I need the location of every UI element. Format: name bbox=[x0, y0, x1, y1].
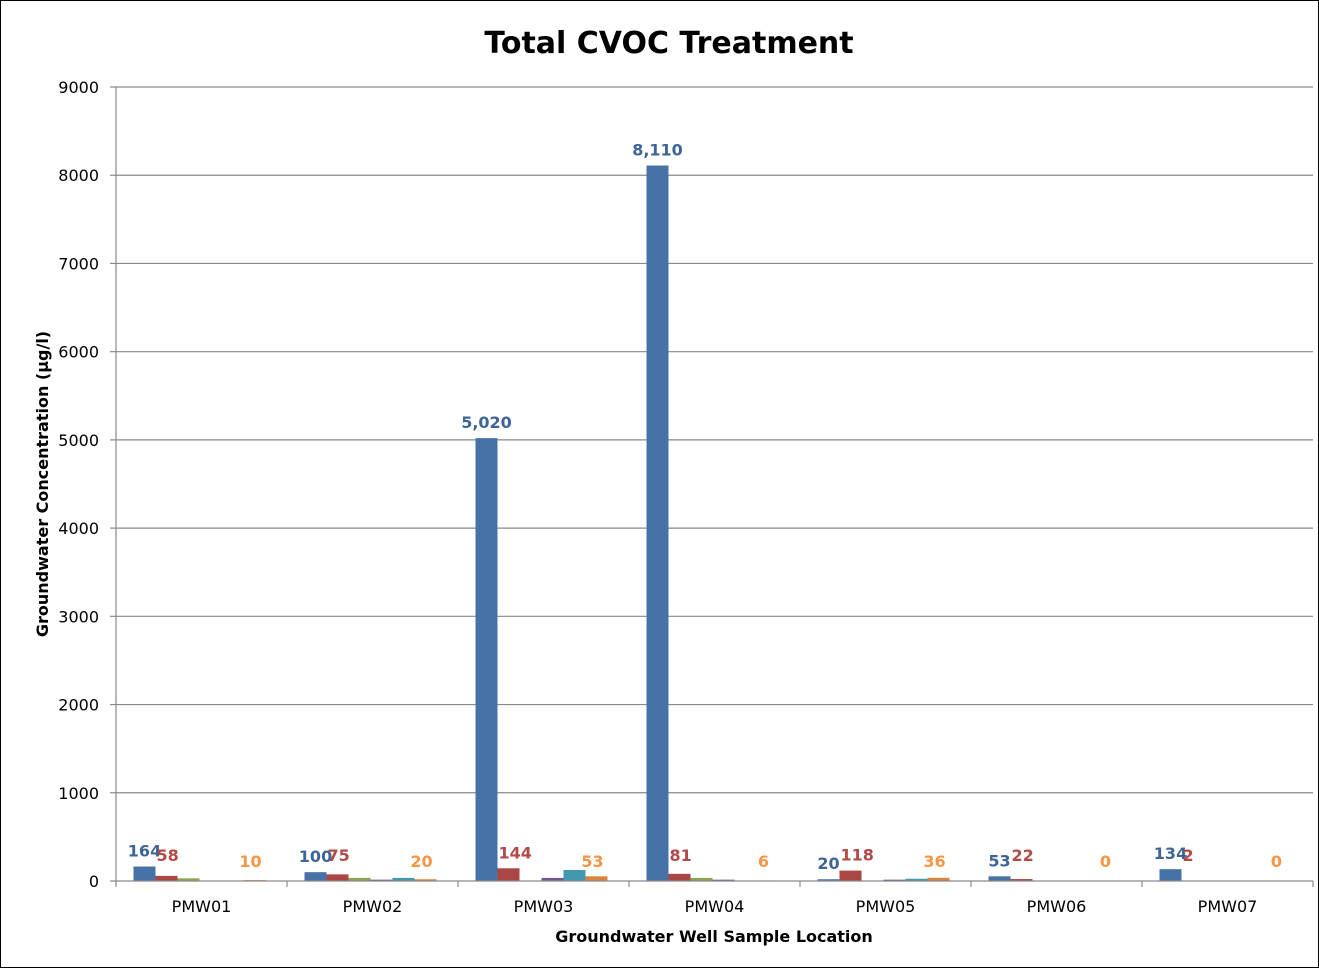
data-label: 100 bbox=[299, 847, 332, 866]
bar bbox=[883, 879, 906, 881]
x-tick-label: PMW07 bbox=[1198, 897, 1258, 916]
bar bbox=[497, 868, 520, 881]
bar bbox=[563, 869, 586, 881]
x-tick-label: PMW04 bbox=[685, 897, 745, 916]
bar bbox=[133, 866, 156, 881]
bar bbox=[155, 875, 178, 881]
bar bbox=[370, 879, 393, 881]
y-tick-label: 0 bbox=[89, 872, 99, 891]
bar bbox=[927, 877, 950, 881]
data-label: 36 bbox=[923, 852, 945, 871]
x-tick-label: PMW02 bbox=[343, 897, 403, 916]
bar bbox=[988, 876, 1011, 881]
bar bbox=[475, 438, 498, 881]
data-label: 134 bbox=[1154, 844, 1187, 863]
bar bbox=[668, 873, 691, 881]
bar bbox=[839, 870, 862, 881]
x-axis-title: Groundwater Well Sample Location bbox=[555, 927, 873, 946]
data-label: 164 bbox=[128, 842, 161, 861]
y-tick-label: 7000 bbox=[58, 254, 99, 273]
bar bbox=[585, 876, 608, 881]
bar bbox=[905, 878, 928, 881]
data-label: 20 bbox=[817, 854, 839, 873]
bar bbox=[646, 165, 669, 882]
bar bbox=[712, 879, 735, 881]
data-label: 8,110 bbox=[632, 141, 683, 160]
bar bbox=[1159, 869, 1182, 881]
data-label: 53 bbox=[581, 852, 603, 871]
x-tick-label: PMW03 bbox=[514, 897, 574, 916]
data-label: 0 bbox=[1271, 852, 1282, 871]
x-tick-label: PMW06 bbox=[1027, 897, 1087, 916]
data-label: 118 bbox=[841, 846, 874, 865]
data-label: 75 bbox=[328, 846, 350, 865]
data-label: 10 bbox=[239, 852, 261, 871]
y-tick-label: 5000 bbox=[58, 431, 99, 450]
data-label: 20 bbox=[410, 852, 432, 871]
y-tick-label: 9000 bbox=[58, 78, 99, 97]
data-label: 5,020 bbox=[461, 413, 512, 432]
bar bbox=[817, 879, 840, 881]
bar bbox=[1010, 879, 1033, 881]
y-tick-label: 8000 bbox=[58, 166, 99, 185]
y-axis-title: Groundwater Concentration (µg/l) bbox=[33, 331, 52, 637]
y-tick-label: 1000 bbox=[58, 784, 99, 803]
data-label: 53 bbox=[988, 851, 1010, 870]
tick-labels: 0100020003000400050006000700080009000PMW… bbox=[58, 78, 1257, 916]
bars bbox=[133, 165, 1204, 882]
data-label: 22 bbox=[1012, 846, 1034, 865]
axes bbox=[110, 86, 1314, 887]
bar bbox=[690, 877, 713, 881]
data-label: 2 bbox=[1183, 846, 1194, 865]
bar bbox=[414, 879, 437, 881]
bar bbox=[541, 877, 564, 881]
bar bbox=[326, 874, 349, 881]
y-tick-label: 6000 bbox=[58, 343, 99, 362]
y-tick-label: 4000 bbox=[58, 519, 99, 538]
chart-title: Total CVOC Treatment bbox=[484, 26, 853, 61]
bar bbox=[177, 878, 200, 881]
bar bbox=[304, 872, 327, 881]
x-tick-label: PMW05 bbox=[856, 897, 916, 916]
data-label: 81 bbox=[670, 846, 692, 865]
data-label: 0 bbox=[1100, 852, 1111, 871]
data-label: 6 bbox=[758, 852, 769, 871]
data-label: 144 bbox=[499, 843, 532, 862]
bar bbox=[348, 877, 371, 881]
bar bbox=[392, 877, 415, 881]
data-label: 58 bbox=[157, 846, 179, 865]
gridlines bbox=[116, 86, 1313, 794]
y-tick-label: 3000 bbox=[58, 607, 99, 626]
x-tick-label: PMW01 bbox=[172, 897, 232, 916]
y-tick-label: 2000 bbox=[58, 696, 99, 715]
